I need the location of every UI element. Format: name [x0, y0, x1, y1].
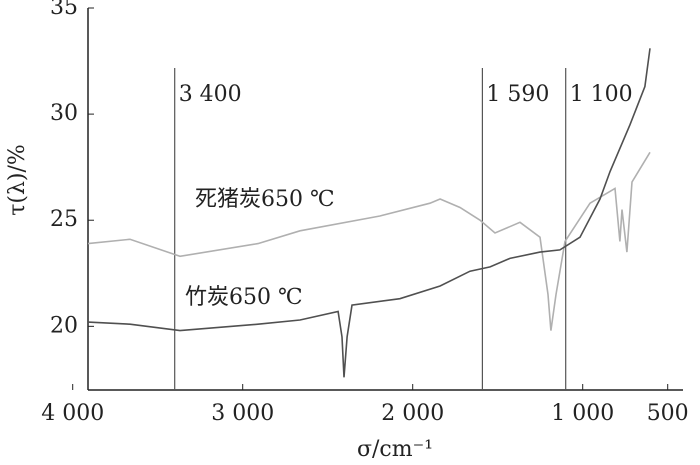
y-axis-label: τ(λ)/%: [5, 144, 30, 216]
x-tick-label: 4 000: [41, 401, 104, 426]
x-tick-label: 3 000: [211, 401, 274, 426]
y-tick-label: 35: [50, 0, 78, 20]
series-label: 死猪炭650 ℃: [195, 187, 335, 212]
x-tick-label: 2 000: [381, 401, 444, 426]
series-line: [87, 151, 651, 331]
x-tick-label: 500: [647, 401, 689, 426]
x-tick-label: 1 000: [551, 401, 614, 426]
annotation-label: 3 400: [179, 82, 242, 107]
annotation-label: 1 590: [486, 82, 549, 107]
series-line: [87, 48, 651, 378]
y-tick-label: 20: [50, 313, 78, 338]
y-tick-label: 30: [50, 101, 78, 126]
annotation-label: 1 100: [570, 82, 633, 107]
series-label: 竹炭650 ℃: [185, 285, 303, 310]
y-tick-label: 25: [50, 207, 78, 232]
x-axis-label: σ/cm⁻¹: [357, 437, 433, 462]
